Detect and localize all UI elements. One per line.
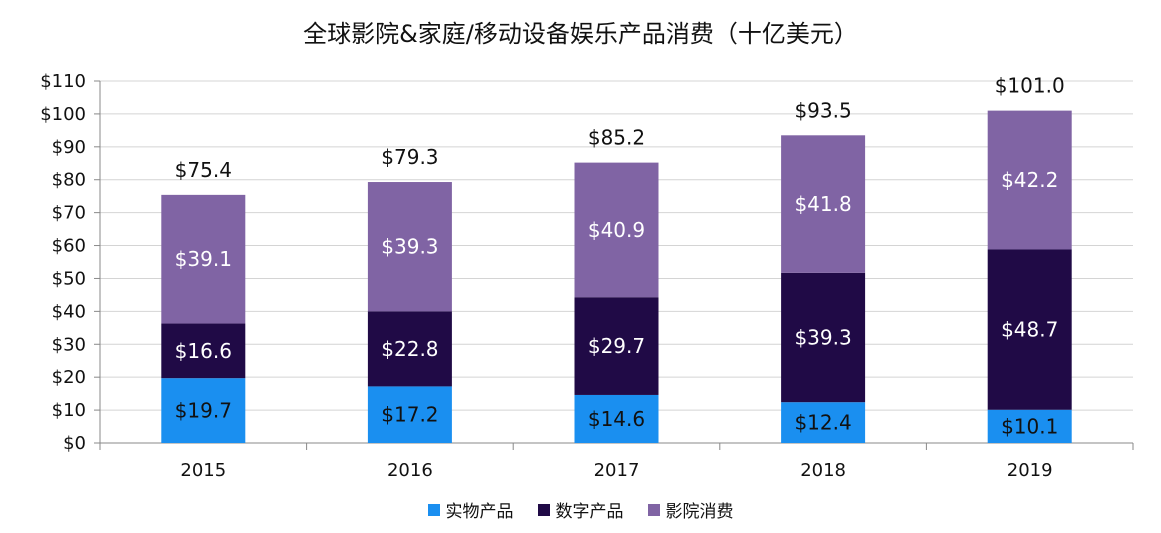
legend-item: 数字产品 <box>537 497 624 522</box>
legend-item: 实物产品 <box>427 497 514 522</box>
data-label: $48.7 <box>1001 318 1058 342</box>
bar-segment-影院消费-2017 <box>574 162 659 298</box>
bar-segment-影院消费-2018 <box>781 135 866 273</box>
data-label: $16.6 <box>175 339 232 363</box>
ytick-label: $60 <box>52 236 86 257</box>
xtick-label: 2017 <box>594 460 640 481</box>
bar-segment-实物产品-2019 <box>987 409 1072 443</box>
total-label: $75.4 <box>175 158 232 182</box>
bar-segment-数字产品-2019 <box>987 249 1072 410</box>
total-label: $79.3 <box>381 145 438 169</box>
ytick-label: $50 <box>52 268 86 289</box>
xtick-label: 2018 <box>800 460 846 481</box>
bar-segment-影院消费-2019 <box>987 110 1072 250</box>
ytick-label: $100 <box>40 104 86 125</box>
data-label: $19.7 <box>175 399 232 423</box>
data-label: $40.9 <box>588 218 645 242</box>
ytick-label: $90 <box>52 137 86 158</box>
data-label: $39.3 <box>381 235 438 259</box>
data-label: $41.8 <box>794 192 851 216</box>
legend-item: 影院消费 <box>647 497 734 522</box>
xtick-label: 2015 <box>180 460 226 481</box>
bar-segment-实物产品-2015 <box>161 378 246 443</box>
ytick-label: $40 <box>52 301 86 322</box>
chart-title: 全球影院&家庭/移动设备娱乐产品消费（十亿美元） <box>303 20 858 48</box>
bar-segment-数字产品-2016 <box>367 311 452 387</box>
data-label: $29.7 <box>588 334 645 358</box>
total-label: $85.2 <box>588 126 645 150</box>
bar-segment-影院消费-2015 <box>161 194 246 324</box>
ytick-label: $20 <box>52 367 86 388</box>
data-label: $42.2 <box>1001 168 1058 192</box>
legend-swatch <box>427 503 440 516</box>
bar-segment-实物产品-2016 <box>367 386 452 443</box>
ytick-label: $10 <box>52 400 86 421</box>
ytick-label: $30 <box>52 334 86 355</box>
legend-label: 影院消费 <box>665 502 734 522</box>
bar-segment-实物产品-2018 <box>781 402 866 443</box>
data-label: $17.2 <box>381 403 438 427</box>
legend-label: 数字产品 <box>555 502 624 522</box>
bar-segment-数字产品-2017 <box>574 297 659 395</box>
bar-segment-实物产品-2017 <box>574 394 659 443</box>
legend: 实物产品 数字产品 影院消费 <box>0 497 1161 522</box>
data-label: $39.1 <box>175 247 232 271</box>
legend-swatch <box>647 503 660 516</box>
data-label: $39.3 <box>794 326 851 350</box>
bar-segment-数字产品-2018 <box>781 272 866 403</box>
data-label: $22.8 <box>381 337 438 361</box>
xtick-label: 2019 <box>1007 460 1053 481</box>
total-label: $101.0 <box>995 74 1065 98</box>
data-label: $10.1 <box>1001 414 1058 438</box>
total-label: $93.5 <box>794 98 851 122</box>
bar-segment-数字产品-2015 <box>161 323 246 379</box>
legend-swatch <box>537 503 550 516</box>
ytick-label: $0 <box>63 433 86 454</box>
xtick-label: 2016 <box>387 460 433 481</box>
ytick-label: $70 <box>52 203 86 224</box>
ytick-label: $110 <box>40 71 86 92</box>
ytick-label: $80 <box>52 170 86 191</box>
data-label: $14.6 <box>588 407 645 431</box>
data-label: $12.4 <box>794 411 851 435</box>
legend-label: 实物产品 <box>445 502 514 522</box>
bar-segment-影院消费-2016 <box>367 182 452 312</box>
